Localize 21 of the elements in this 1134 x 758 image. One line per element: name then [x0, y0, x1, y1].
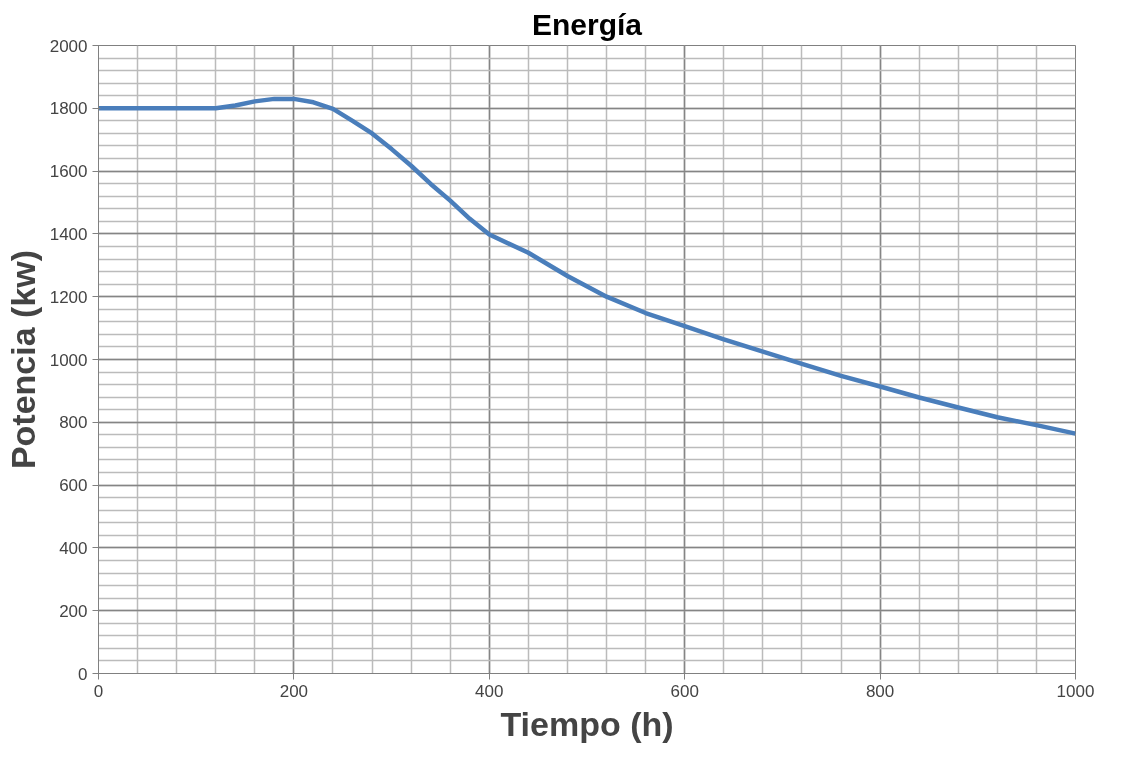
y-tick-label: 1200: [49, 287, 88, 307]
y-axis-title: Potencia (kw): [3, 249, 42, 470]
x-tick-label: 800: [865, 681, 895, 701]
x-tick-label: 1000: [1056, 681, 1095, 701]
x-tick-label: 600: [670, 681, 699, 701]
y-tick-label: 200: [59, 601, 88, 621]
x-axis-title: Tiempo (h): [500, 704, 674, 743]
y-tick-label: 1800: [49, 99, 88, 119]
x-tick-label: 0: [93, 681, 104, 701]
line-series: [98, 96, 1076, 436]
y-tick-label: 1400: [49, 224, 88, 244]
chart-title: Energía: [531, 7, 643, 41]
y-tick-label: 800: [59, 413, 88, 433]
y-tick-label: 400: [59, 538, 88, 558]
y-tick-label: 600: [59, 476, 88, 496]
y-tick-label: 1000: [49, 350, 88, 370]
x-tick-label: 400: [475, 681, 504, 701]
x-tick-label: 200: [279, 681, 309, 701]
y-tick-label: 2000: [49, 36, 88, 56]
y-tick-label: 0: [78, 664, 88, 684]
y-tick-label: 1600: [49, 162, 88, 182]
